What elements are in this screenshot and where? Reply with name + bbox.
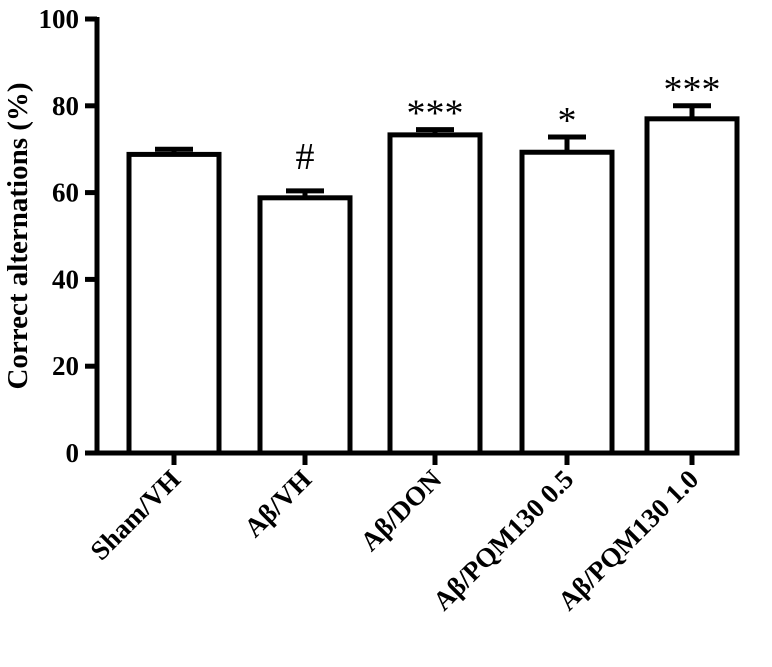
error-bars: [155, 103, 711, 198]
bar: [387, 132, 483, 456]
significance-label: *: [558, 100, 577, 142]
y-tick-label: 60: [52, 178, 79, 208]
bar: [644, 116, 740, 456]
bars: [126, 116, 740, 456]
bar: [257, 195, 353, 456]
y-tick-label: 40: [52, 264, 79, 294]
y-tick-label: 80: [52, 91, 79, 121]
y-axis-label: Correct alternations (%): [2, 82, 34, 389]
bar: [519, 149, 615, 456]
significance-label: #: [296, 136, 315, 178]
bar: [126, 151, 222, 456]
y-tick-label: 0: [66, 438, 80, 468]
significance-label: ***: [407, 93, 464, 135]
x-tick-label: Aβ/VH: [238, 464, 317, 543]
x-tick-label: Aβ/DON: [354, 464, 447, 557]
x-tick-label: Sham/VH: [84, 464, 186, 566]
significance-label: ***: [664, 69, 721, 111]
y-tick-label: 100: [39, 4, 80, 34]
y-axis: 0 20 40 60 80 100: [39, 4, 100, 468]
y-tick-label: 20: [52, 351, 79, 381]
significance-markers: #*** ****: [296, 69, 721, 178]
